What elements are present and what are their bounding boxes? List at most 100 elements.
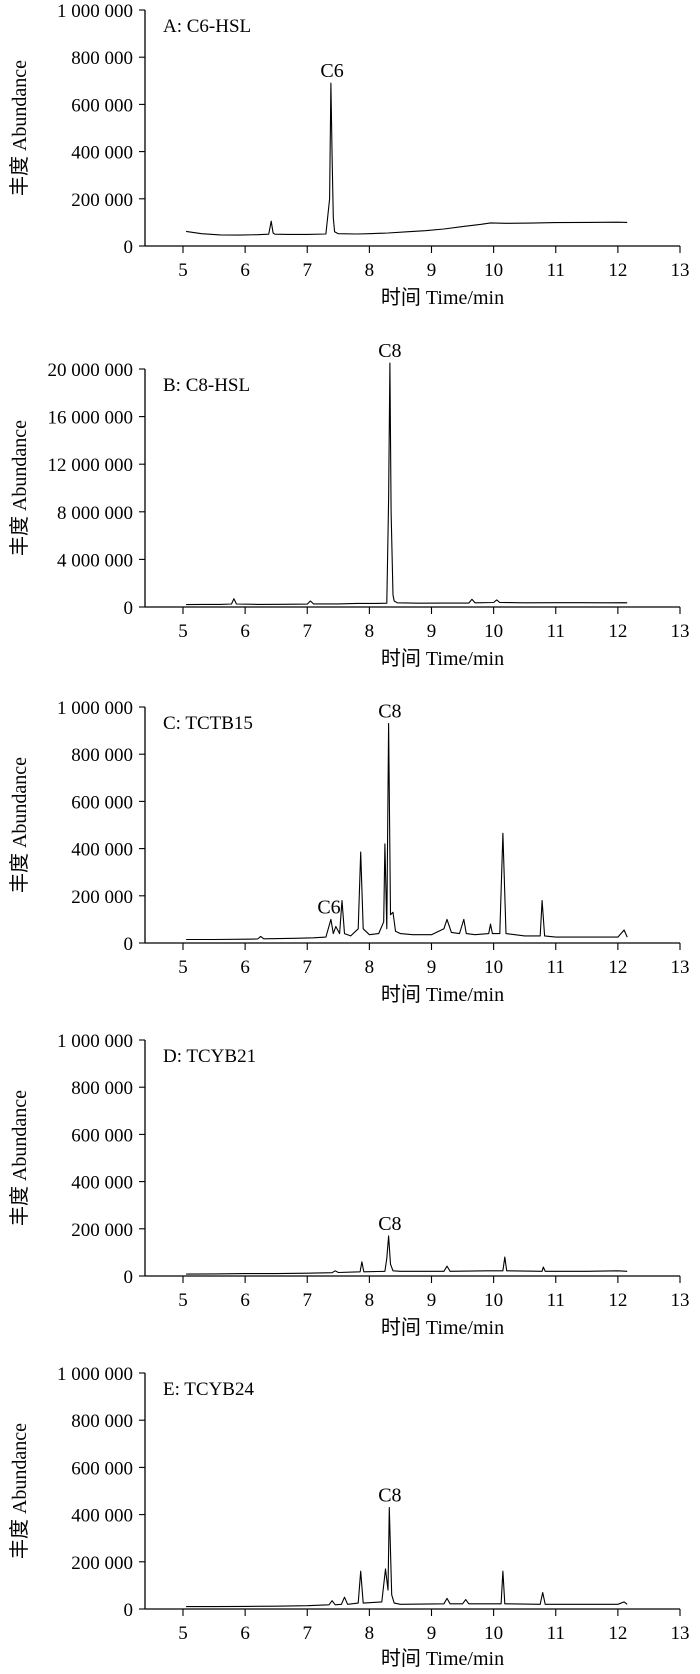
x-tick-label: 13: [671, 1623, 690, 1644]
y-tick-label: 400 000: [71, 143, 133, 164]
x-tick-label: 10: [484, 1290, 503, 1311]
x-tick-label: 7: [303, 1290, 313, 1311]
peak-label-c6: C6: [320, 60, 343, 82]
y-tick-label: 4 000 000: [57, 550, 133, 571]
y-tick-label: 800 000: [71, 48, 133, 69]
x-tick-label: 11: [547, 260, 565, 281]
x-tick-label: 7: [303, 260, 313, 281]
y-tick-label: 600 000: [71, 1458, 133, 1479]
y-axis-title: 丰度 Abundance: [8, 1423, 31, 1559]
chromatogram-trace: [186, 722, 628, 941]
x-tick-label: 8: [365, 621, 375, 642]
x-tick-label: 5: [178, 1290, 188, 1311]
x-tick-label: 13: [671, 957, 690, 978]
x-axis-title: 时间 Time/min: [381, 983, 504, 1006]
x-tick-label: 6: [240, 621, 250, 642]
y-tick-label: 12 000 000: [48, 455, 134, 476]
x-tick-label: 11: [547, 621, 565, 642]
x-tick-label: 11: [547, 957, 565, 978]
x-tick-label: 10: [484, 621, 503, 642]
y-tick-label: 0: [124, 934, 134, 955]
x-tick-label: 9: [427, 1623, 437, 1644]
x-axis-title: 时间 Time/min: [381, 1316, 504, 1339]
y-tick-label: 0: [124, 1600, 134, 1621]
peak-label-c8: C8: [378, 701, 401, 723]
y-tick-label: 400 000: [71, 1506, 133, 1527]
chromatogram-trace: [186, 1235, 628, 1275]
chromatogram-trace: [186, 362, 628, 606]
y-tick-label: 1 000 000: [57, 1, 133, 22]
x-tick-label: 12: [608, 957, 627, 978]
y-tick-label: 200 000: [71, 1220, 133, 1241]
x-tick-label: 13: [671, 621, 690, 642]
x-tick-label: 10: [484, 260, 503, 281]
x-tick-label: 9: [427, 957, 437, 978]
x-tick-label: 12: [608, 1623, 627, 1644]
x-axis-title: 时间 Time/min: [381, 286, 504, 309]
x-tick-label: 9: [427, 260, 437, 281]
chart-panel-c: 0 200 000 400 000 600 000 800 000 1 000 000 5 6…: [8, 698, 690, 1006]
y-tick-label: 8 000 000: [57, 503, 133, 524]
x-axis-title: 时间 Time/min: [381, 1647, 504, 1670]
x-tick-label: 8: [365, 1623, 375, 1644]
x-tick-label: 5: [178, 1623, 188, 1644]
x-tick-label: 6: [240, 1290, 250, 1311]
y-tick-label: 800 000: [71, 745, 133, 766]
x-tick-label: 8: [365, 957, 375, 978]
y-tick-label: 20 000 000: [48, 360, 134, 381]
peak-label-c8: C8: [378, 1485, 401, 1507]
y-tick-label: 1 000 000: [57, 1031, 133, 1052]
y-tick-label: 1 000 000: [57, 698, 133, 719]
chart-panel-b: 0 4 000 000 8 000 000 12 000 000 16 000 000 2…: [8, 340, 690, 670]
peak-label-c8: C8: [378, 1213, 401, 1235]
chart-panel-d: 0 200 000 400 000 600 000 800 000 1 000 000 5 6…: [8, 1031, 690, 1339]
y-tick-label: 200 000: [71, 1553, 133, 1574]
y-tick-label: 0: [124, 598, 134, 619]
y-tick-label: 600 000: [71, 1125, 133, 1146]
chromatogram-trace: [186, 82, 628, 236]
x-tick-label: 10: [484, 957, 503, 978]
x-tick-label: 5: [178, 957, 188, 978]
x-tick-label: 5: [178, 621, 188, 642]
x-tick-label: 11: [547, 1623, 565, 1644]
y-tick-label: 800 000: [71, 1411, 133, 1432]
panel-label: A: C6-HSL: [163, 16, 251, 37]
x-tick-label: 11: [547, 1290, 565, 1311]
y-tick-label: 400 000: [71, 1173, 133, 1194]
y-tick-label: 0: [124, 237, 134, 258]
x-tick-label: 7: [303, 1623, 313, 1644]
y-axis-title: 丰度 Abundance: [8, 60, 31, 196]
x-tick-label: 13: [671, 260, 690, 281]
x-tick-label: 8: [365, 260, 375, 281]
y-tick-label: 400 000: [71, 840, 133, 861]
y-tick-label: 600 000: [71, 95, 133, 116]
x-tick-label: 8: [365, 1290, 375, 1311]
x-tick-label: 9: [427, 621, 437, 642]
x-tick-label: 5: [178, 260, 188, 281]
x-tick-label: 12: [608, 621, 627, 642]
panel-label: E: TCYB24: [163, 1379, 254, 1400]
panel-label: B: C8-HSL: [163, 375, 250, 396]
chart-panel-e: 0 200 000 400 000 600 000 800 000 1 000 000 5 6…: [8, 1364, 690, 1670]
x-tick-label: 6: [240, 1623, 250, 1644]
x-tick-label: 12: [608, 1290, 627, 1311]
y-tick-label: 1 000 000: [57, 1364, 133, 1385]
chart-panel-a: 0 200 000 400 000 600 000 800 000 1 000 000 5 6…: [8, 1, 690, 309]
panel-label: C: TCTB15: [163, 713, 253, 734]
y-axis-title: 丰度 Abundance: [8, 757, 31, 893]
x-tick-label: 6: [240, 260, 250, 281]
panel-label: D: TCYB21: [163, 1046, 256, 1067]
peak-label-c6: C6: [317, 896, 340, 918]
x-axis-title: 时间 Time/min: [381, 647, 504, 670]
x-tick-label: 10: [484, 1623, 503, 1644]
y-tick-label: 16 000 000: [48, 408, 134, 429]
x-tick-label: 9: [427, 1290, 437, 1311]
y-tick-label: 200 000: [71, 887, 133, 908]
y-tick-label: 600 000: [71, 792, 133, 813]
x-tick-label: 6: [240, 957, 250, 978]
y-axis-title: 丰度 Abundance: [8, 420, 31, 556]
y-tick-label: 200 000: [71, 190, 133, 211]
chromatogram-trace: [186, 1506, 628, 1608]
x-tick-label: 7: [303, 621, 313, 642]
